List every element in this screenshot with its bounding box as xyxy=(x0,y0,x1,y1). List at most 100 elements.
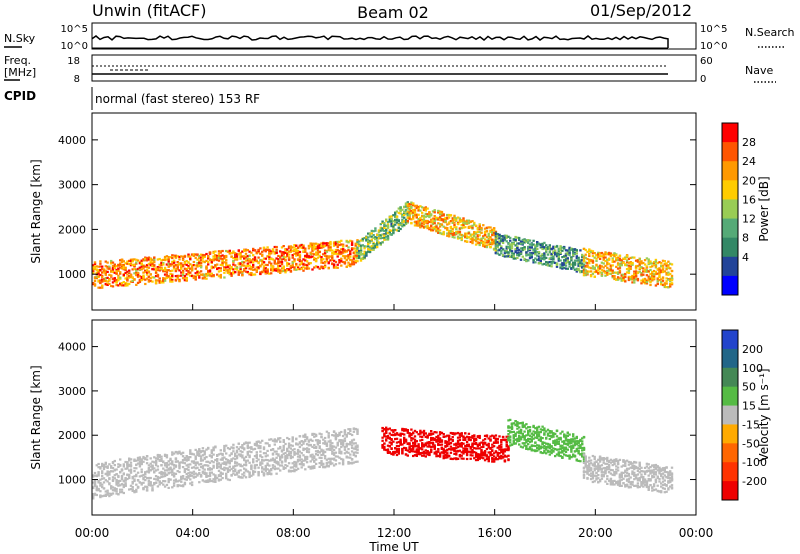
scatter-point xyxy=(573,263,577,266)
scatter-point xyxy=(275,248,278,252)
scatter-point xyxy=(501,239,505,242)
scatter-point xyxy=(541,246,544,249)
scatter-point xyxy=(651,262,654,265)
scatter-point xyxy=(406,215,409,218)
scatter-point xyxy=(194,464,197,467)
scatter-point xyxy=(338,249,341,252)
scatter-point xyxy=(126,467,129,470)
scatter-point xyxy=(615,265,618,268)
nsearch-label: N.Search xyxy=(745,26,795,39)
scatter-point xyxy=(589,250,593,254)
scatter-point xyxy=(270,448,273,452)
scatter-point xyxy=(338,439,341,442)
scatter-point xyxy=(320,258,323,261)
scatter-point xyxy=(430,213,433,216)
scatter-point xyxy=(334,251,338,254)
scatter-point xyxy=(271,267,275,270)
scatter-point xyxy=(253,455,257,458)
scatter-point xyxy=(652,261,656,264)
scatter-point xyxy=(528,254,532,257)
scatter-point xyxy=(607,268,611,271)
scatter-point xyxy=(261,439,264,442)
scatter-point xyxy=(548,245,551,248)
scatter-point xyxy=(126,284,129,287)
scatter-marks xyxy=(92,418,674,500)
scatter-point xyxy=(226,470,230,473)
scatter-point xyxy=(153,483,156,486)
scatter-point xyxy=(509,245,512,248)
scatter-point xyxy=(142,265,145,268)
scatter-point xyxy=(494,244,498,248)
scatter-point xyxy=(295,268,298,271)
scatter-point xyxy=(217,478,221,481)
scatter-point xyxy=(498,237,501,240)
scatter-point xyxy=(192,276,196,280)
scatter-point xyxy=(154,269,158,272)
scatter-point xyxy=(314,265,318,268)
scatter-point xyxy=(244,441,248,444)
scatter-point xyxy=(350,243,354,246)
scatter-point xyxy=(226,469,230,472)
scatter-point xyxy=(554,261,557,264)
scatter-point xyxy=(181,271,185,274)
scatter-point xyxy=(611,257,614,260)
scatter-point xyxy=(149,469,152,472)
scatter-point xyxy=(579,265,582,268)
scatter-point xyxy=(433,219,436,222)
scatter-point xyxy=(129,468,133,471)
scatter-point xyxy=(194,272,197,275)
scatter-point xyxy=(582,267,586,270)
scatter-point xyxy=(598,255,602,258)
scatter-point xyxy=(316,253,320,256)
scatter-point xyxy=(304,249,307,252)
scatter-point xyxy=(390,439,393,442)
scatter-point xyxy=(345,244,348,247)
scatter-point xyxy=(613,275,616,278)
scatter-point xyxy=(226,461,230,464)
scatter-point xyxy=(192,453,196,456)
scatter-point xyxy=(307,448,311,451)
scatter-point xyxy=(223,448,226,452)
scatter-point xyxy=(237,463,240,466)
scatter-point xyxy=(550,262,553,265)
scatter-point xyxy=(525,259,528,262)
scatter-point xyxy=(296,252,300,255)
scatter-point xyxy=(543,262,546,266)
scatter-point xyxy=(386,226,390,229)
scatter-point xyxy=(144,479,147,482)
scatter-point xyxy=(214,254,217,257)
scatter-point xyxy=(512,255,515,258)
scatter-point xyxy=(279,437,282,440)
scatter-point xyxy=(584,261,587,264)
scatter-point xyxy=(616,263,620,266)
scatter-point xyxy=(99,467,102,470)
scatter-point xyxy=(198,448,201,451)
scatter-point xyxy=(216,460,219,463)
scatter-point xyxy=(302,447,305,450)
scatter-point xyxy=(399,209,402,213)
scatter-point xyxy=(126,463,129,466)
scatter-point xyxy=(394,213,397,217)
scatter-point xyxy=(616,267,620,270)
scatter-point xyxy=(219,263,222,266)
scatter-point xyxy=(119,276,122,279)
scatter-point xyxy=(149,279,152,283)
scatter-point xyxy=(539,243,542,247)
scatter-point xyxy=(410,203,413,206)
scatter-point xyxy=(289,452,293,455)
scatter-point xyxy=(192,253,196,256)
scatter-point xyxy=(248,441,251,444)
scatter-point xyxy=(189,463,192,466)
scatter-point xyxy=(554,246,557,249)
scatter-point xyxy=(313,455,316,458)
scatter-point xyxy=(536,247,539,250)
scatter-point xyxy=(491,243,494,246)
scatter-point xyxy=(158,277,161,280)
scatter-point xyxy=(208,273,212,276)
scatter-point xyxy=(287,470,291,473)
scatter-point xyxy=(273,460,276,464)
scatter-point xyxy=(223,462,226,465)
scatter-point xyxy=(92,267,95,270)
scatter-point xyxy=(108,470,111,473)
scatter-point xyxy=(437,209,440,212)
